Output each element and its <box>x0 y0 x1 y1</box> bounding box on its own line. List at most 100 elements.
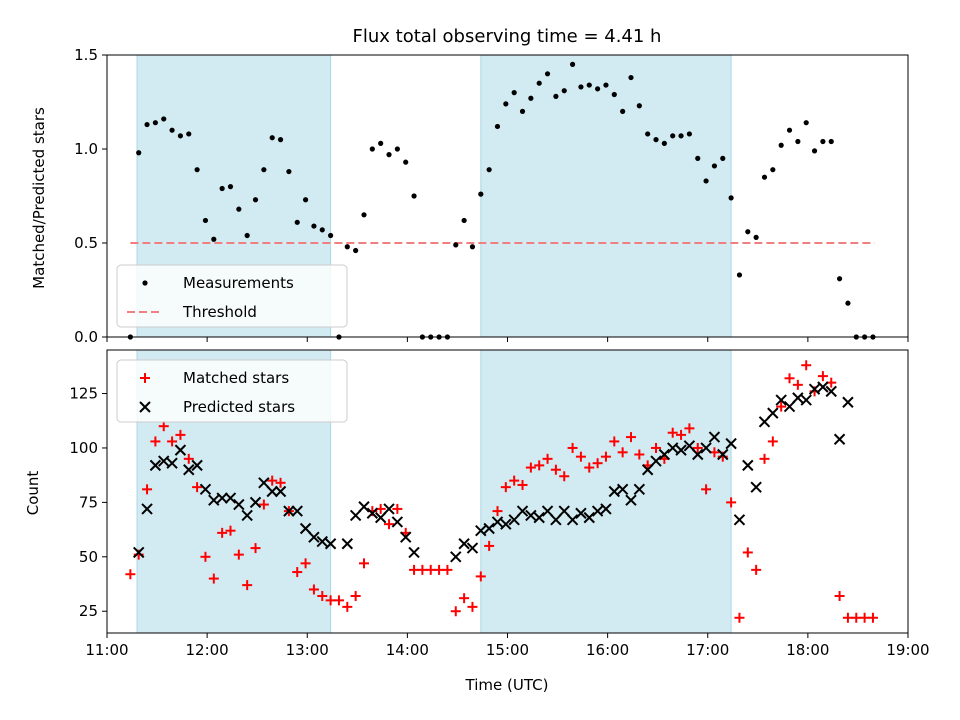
matched-star-marker <box>784 373 795 384</box>
predicted-star-marker-b <box>541 505 554 517</box>
measurement-point <box>236 206 242 212</box>
measurement-point <box>578 84 584 90</box>
predicted-star-marker <box>141 503 153 515</box>
predicted-star-marker-b <box>166 457 178 469</box>
measurement-point <box>519 108 526 114</box>
matched-star-marker <box>517 479 528 490</box>
predicted-star-marker <box>583 511 595 524</box>
matched-star-marker <box>692 442 703 453</box>
chart-title: Flux total observing time = 4.41 h <box>353 26 662 47</box>
measurement-point <box>461 217 467 224</box>
measurement-point <box>720 155 726 161</box>
legend-measurements-marker <box>142 280 148 286</box>
predicted-star-marker <box>541 505 554 517</box>
predicted-star-marker-b <box>533 511 545 524</box>
measurement-point <box>544 71 551 77</box>
predicted-star-marker-b <box>566 514 579 526</box>
matched-star-marker <box>534 460 545 471</box>
predicted-star-marker <box>600 503 612 515</box>
predicted-star-marker-b <box>817 381 829 393</box>
matched-star-marker <box>742 547 753 558</box>
matched-star-marker <box>667 427 678 438</box>
predicted-star-marker <box>717 448 729 461</box>
predicted-star-marker <box>692 448 704 461</box>
measurement-point <box>353 247 359 254</box>
measurement-point <box>761 174 768 180</box>
matched-star-marker <box>192 482 203 493</box>
predicted-star-marker <box>483 522 495 535</box>
measurement-point <box>695 155 701 161</box>
predicted-star-marker <box>808 383 821 395</box>
measurement-point <box>294 219 300 225</box>
predicted-star-marker <box>500 518 512 530</box>
matched-star-marker <box>358 558 369 569</box>
x-tick-label: 13:00 <box>286 641 329 659</box>
predicted-star-marker <box>533 511 545 524</box>
measurement-point <box>795 138 801 145</box>
predicted-star-marker <box>558 505 570 517</box>
matched-star-marker <box>767 436 778 447</box>
matched-star-marker <box>333 595 344 606</box>
predicted-star-marker <box>633 483 646 496</box>
measurement-point <box>653 137 659 143</box>
matched-star-marker <box>292 567 303 578</box>
measurement-point <box>252 197 259 203</box>
matched-star-marker <box>125 569 136 580</box>
predicted-star-marker-b <box>717 448 729 461</box>
measurement-point <box>561 88 567 94</box>
predicted-star-marker-b <box>475 524 487 537</box>
predicted-star-marker-b <box>299 522 312 535</box>
measurement-point <box>161 116 167 122</box>
measurement-point <box>269 135 275 141</box>
predicted-star-marker-b <box>591 505 604 517</box>
measurement-point <box>378 140 384 146</box>
predicted-star-marker <box>408 546 420 559</box>
predicted-star-marker <box>650 455 662 467</box>
matched-star-marker <box>751 564 762 575</box>
x-axis-label: Time (UTC) <box>465 676 549 694</box>
predicted-star-marker-b <box>316 535 328 548</box>
measurement-point <box>770 167 776 173</box>
measurement-point <box>811 148 818 154</box>
matched-star-marker <box>350 590 361 601</box>
predicted-star-marker <box>358 501 370 513</box>
measurement-point <box>302 197 309 203</box>
matched-star-marker <box>842 612 853 623</box>
predicted-star-marker <box>508 514 520 526</box>
measurement-point <box>227 184 234 190</box>
predicted-star-marker <box>283 505 295 517</box>
predicted-star-marker-b <box>758 416 771 428</box>
predicted-star-marker-b <box>208 494 220 506</box>
predicted-star-marker-b <box>600 503 612 515</box>
bottom-y-tick-label: 50 <box>79 548 98 566</box>
matched-star-marker <box>425 564 436 575</box>
predicted-star-marker <box>299 522 312 535</box>
measurement-point <box>820 138 826 145</box>
predicted-star-marker-b <box>833 433 846 445</box>
predicted-star-marker-b <box>199 483 212 496</box>
predicted-star-marker-b <box>616 483 629 496</box>
predicted-star-marker-b <box>283 505 295 517</box>
matched-star-marker <box>634 449 645 460</box>
measurement-point <box>620 108 626 114</box>
x-tick-label: 17:00 <box>686 641 729 659</box>
predicted-star-marker-b <box>324 538 337 550</box>
predicted-star-marker <box>525 509 537 522</box>
predicted-star-marker <box>174 444 187 456</box>
measurement-point <box>711 163 718 169</box>
predicted-star-marker-b <box>775 394 787 406</box>
matched-star-marker <box>417 564 428 575</box>
predicted-star-marker <box>233 498 245 511</box>
predicted-star-marker <box>658 448 671 461</box>
bottom-legend-box <box>116 359 348 423</box>
measurement-point <box>611 91 617 98</box>
legend-entry-label: Predicted stars <box>183 398 295 416</box>
matched-star-marker <box>450 606 461 617</box>
matched-star-marker <box>242 580 253 591</box>
matched-star-marker <box>484 540 495 551</box>
measurement-point <box>386 152 392 158</box>
measurement-point <box>344 244 350 250</box>
legend-entry-label: Threshold <box>182 303 257 321</box>
predicted-star-marker <box>575 507 587 519</box>
matched-star-marker <box>250 543 261 554</box>
